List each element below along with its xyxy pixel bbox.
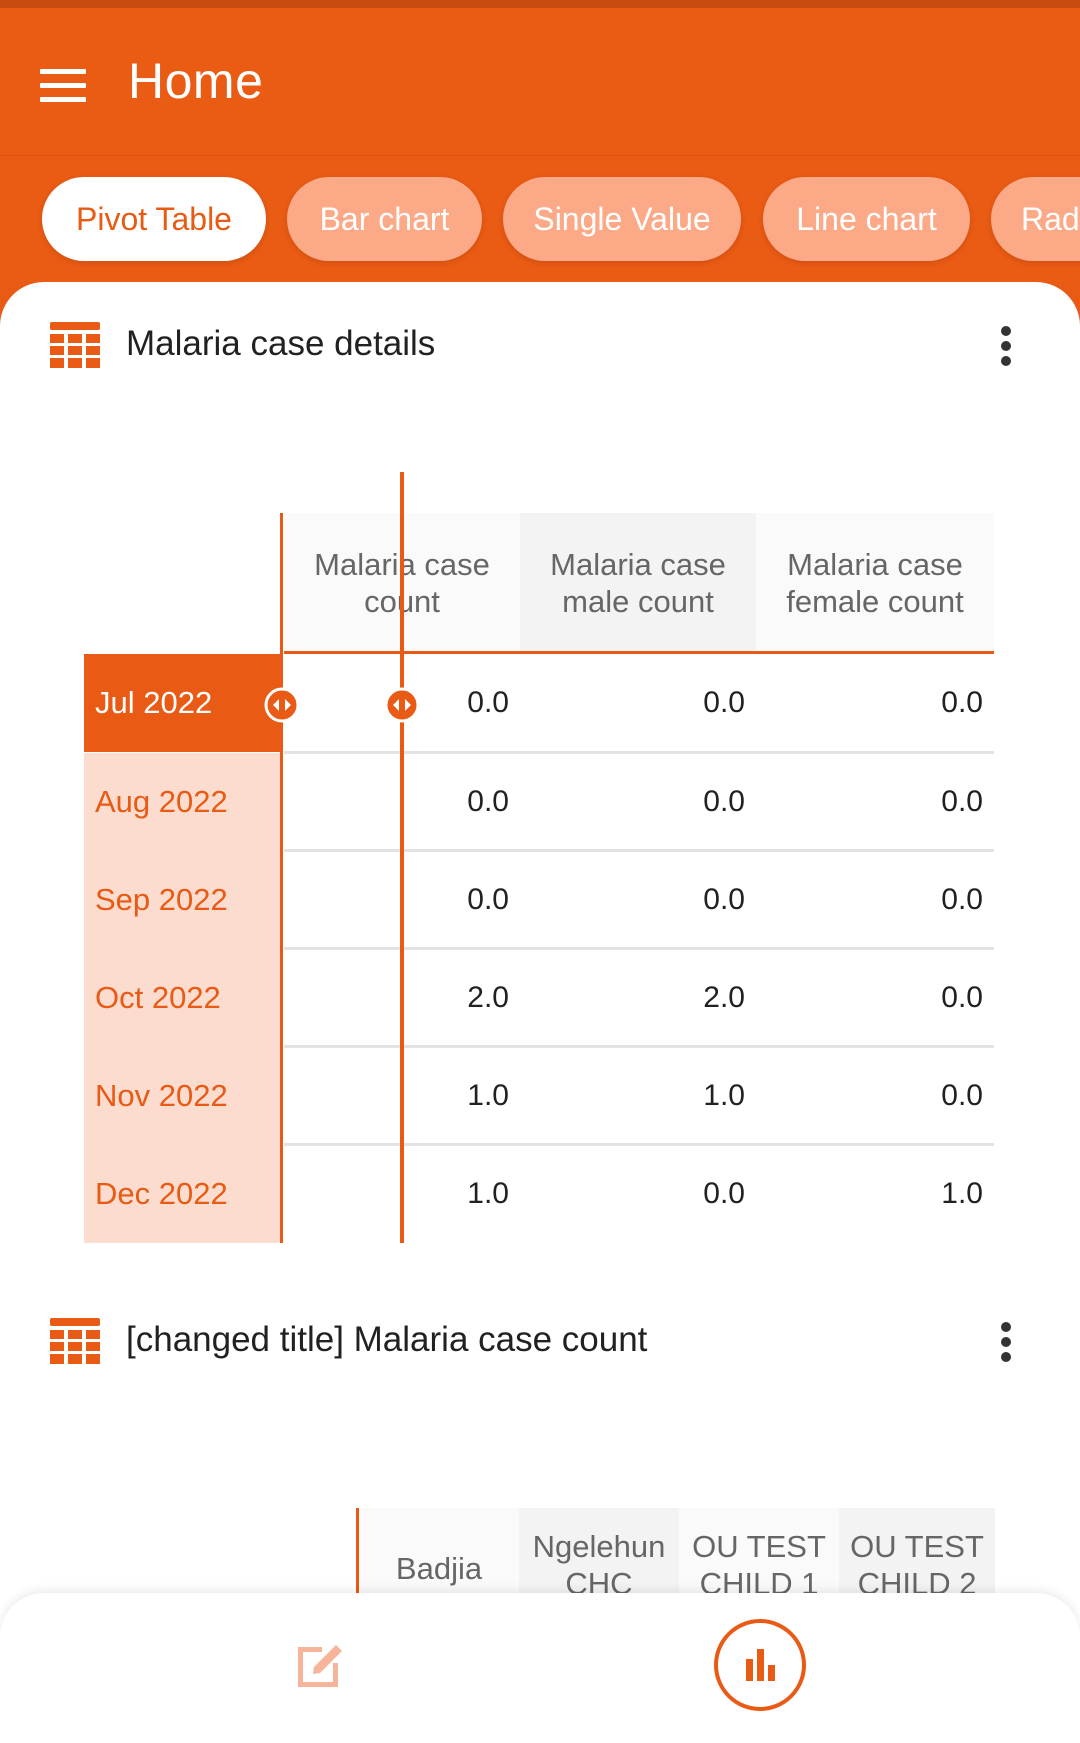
- column-divider: [280, 513, 283, 1243]
- table-cell: 0.0: [941, 1079, 983, 1112]
- column-header: Malaria case female count: [786, 547, 964, 619]
- dashboard-content: Malaria case details Malaria case count …: [0, 282, 1080, 1743]
- table-cell: 0.0: [941, 686, 983, 719]
- column-header: Badjia: [395, 1550, 483, 1586]
- table-cell: 0.0: [467, 883, 509, 916]
- table-cell: 0.0: [703, 686, 745, 719]
- column-resize-line: [400, 472, 404, 1243]
- visualization-tabs: Pivot Table Bar chart Single Value Line …: [0, 156, 1080, 282]
- resize-handle-icon[interactable]: [264, 687, 300, 723]
- table-cell: 2.0: [467, 981, 509, 1014]
- table-cell: 0.0: [467, 785, 509, 818]
- table-cell: 2.0: [703, 981, 745, 1014]
- table-cell: 0.0: [703, 1177, 745, 1210]
- resize-handle-icon[interactable]: [384, 687, 420, 723]
- card-header: Malaria case details: [0, 282, 1080, 382]
- card-title: [changed title] Malaria case count: [126, 1320, 648, 1359]
- row-header: Jul 2022: [84, 654, 282, 752]
- card-header: [changed title] Malaria case count: [0, 1278, 1080, 1378]
- more-options-icon[interactable]: [988, 322, 1024, 370]
- tab-pivot-table[interactable]: Pivot Table: [42, 177, 266, 261]
- column-header: Malaria case male count: [550, 547, 726, 619]
- table-cell: 1.0: [467, 1177, 509, 1210]
- row-header: Aug 2022: [84, 753, 282, 851]
- table-cell: 0.0: [941, 981, 983, 1014]
- app-bar: Home: [0, 8, 1080, 156]
- row-header: Dec 2022: [84, 1145, 282, 1243]
- tab-line-chart[interactable]: Line chart: [763, 177, 970, 261]
- tab-bar-chart[interactable]: Bar chart: [287, 177, 482, 261]
- table-cell: 1.0: [467, 1079, 509, 1112]
- row-header: Oct 2022: [84, 949, 282, 1047]
- table-cell: 0.0: [703, 883, 745, 916]
- table-icon: [50, 1318, 100, 1364]
- table-cell: 0.0: [703, 785, 745, 818]
- bottom-navigation: [0, 1593, 1080, 1743]
- page-title: Home: [128, 53, 264, 109]
- table-cell: 1.0: [703, 1079, 745, 1112]
- table-cell: 1.0: [941, 1177, 983, 1210]
- row-header: Nov 2022: [84, 1047, 282, 1145]
- card-title: Malaria case details: [126, 324, 436, 363]
- tab-radar[interactable]: Rada: [991, 177, 1080, 261]
- analytics-icon[interactable]: [714, 1619, 806, 1711]
- table-cell: 0.0: [941, 883, 983, 916]
- table-icon: [50, 322, 100, 368]
- table-cell: 0.0: [467, 686, 509, 719]
- row-header: Sep 2022: [84, 851, 282, 949]
- edit-icon[interactable]: [292, 1637, 348, 1693]
- more-options-icon[interactable]: [988, 1318, 1024, 1366]
- tab-single-value[interactable]: Single Value: [503, 177, 741, 261]
- menu-icon[interactable]: [38, 66, 90, 106]
- table-cell: 0.0: [941, 785, 983, 818]
- pivot-table: Malaria case count Malaria case male cou…: [84, 472, 994, 1243]
- status-bar: [0, 0, 1080, 8]
